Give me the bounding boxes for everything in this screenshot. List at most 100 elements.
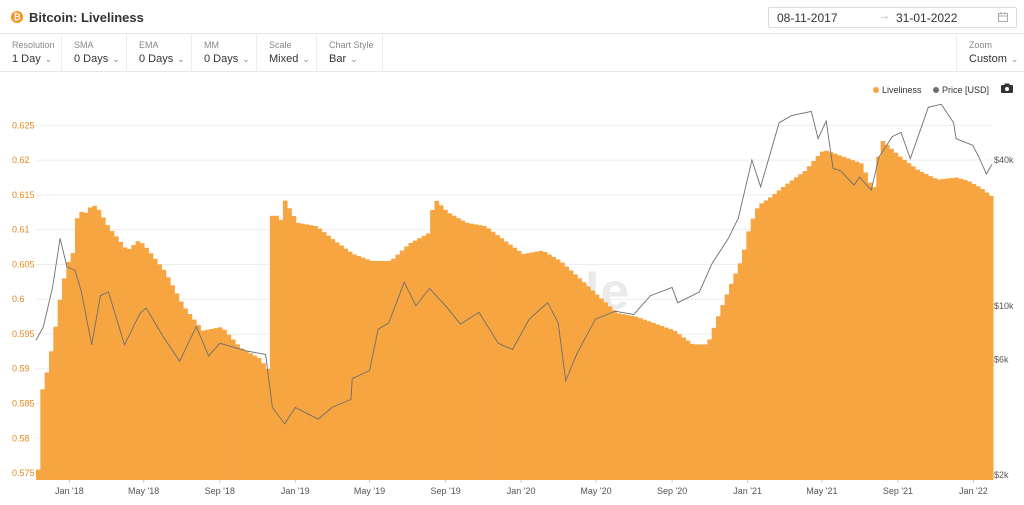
liveliness-bar [135, 241, 141, 480]
liveliness-bar [213, 328, 219, 480]
liveliness-bar [655, 324, 661, 480]
liveliness-bar [204, 329, 210, 480]
liveliness-bar [187, 314, 193, 480]
resolution-value: 1 Day [12, 53, 41, 65]
x-tick-label: Jan '22 [959, 486, 988, 496]
liveliness-bar [768, 197, 773, 480]
liveliness-bar [109, 230, 115, 480]
liveliness-bar [954, 177, 959, 480]
mm-select[interactable]: MM 0 Days ⌄ [192, 34, 257, 72]
liveliness-bar [707, 339, 712, 480]
liveliness-bar [560, 262, 565, 480]
liveliness-bar [564, 266, 570, 480]
date-to[interactable]: 31-01-2022 [896, 11, 958, 25]
liveliness-bar [625, 314, 630, 480]
liveliness-bar [473, 224, 479, 480]
sma-label: SMA [74, 40, 94, 50]
ema-select[interactable]: EMA 0 Days ⌄ [127, 34, 192, 72]
liveliness-bar [282, 200, 288, 480]
zoom-select[interactable]: Zoom Custom ⌄ [956, 34, 1024, 72]
liveliness-bar [477, 225, 483, 480]
liveliness-bar [789, 180, 795, 480]
liveliness-bar [646, 321, 652, 480]
liveliness-bar [690, 343, 695, 480]
liveliness-bar [897, 156, 903, 481]
liveliness-bar [152, 258, 158, 480]
liveliness-bar [603, 302, 609, 480]
liveliness-bar [971, 183, 977, 480]
liveliness-bar [200, 330, 206, 480]
liveliness-bar [529, 252, 535, 480]
liveliness-bar [785, 183, 790, 480]
liveliness-bar [430, 209, 435, 481]
liveliness-bar [252, 355, 258, 480]
liveliness-bar [157, 264, 162, 480]
scale-select[interactable]: Scale Mixed ⌄ [257, 34, 317, 72]
liveliness-bar [594, 294, 600, 480]
liveliness-bar [360, 257, 366, 480]
liveliness-bar [586, 286, 591, 480]
liveliness-bar [404, 246, 409, 480]
liveliness-bar [144, 247, 149, 480]
zoom-label: Zoom [969, 40, 993, 50]
liveliness-bar [819, 151, 825, 480]
liveliness-bar [356, 256, 362, 480]
y-tick-label-right: $10k [994, 301, 1014, 311]
resolution-select[interactable]: Resolution 1 Day ⌄ [0, 34, 62, 72]
liveliness-bar [672, 330, 678, 480]
liveliness-bar [421, 235, 427, 480]
liveliness-bar [434, 200, 440, 481]
legend-item-liveliness[interactable]: Liveliness [873, 85, 922, 95]
y-tick-label-left: 0.62 [12, 155, 30, 165]
liveliness-bar [599, 298, 604, 480]
liveliness-bar [74, 218, 80, 480]
date-from[interactable]: 08-11-2017 [777, 11, 838, 25]
camera-icon[interactable] [1001, 83, 1013, 93]
liveliness-bar [66, 261, 71, 480]
liveliness-bar [984, 192, 990, 480]
liveliness-bar [44, 372, 50, 480]
liveliness-bar [148, 253, 154, 480]
calendar-icon[interactable] [998, 12, 1008, 22]
liveliness-bar [382, 260, 388, 480]
chart-style-value: Bar [329, 53, 347, 65]
liveliness-bar [391, 258, 396, 480]
legend-item-price[interactable]: Price [USD] [933, 85, 989, 95]
liveliness-bar [889, 148, 894, 480]
liveliness-bar [191, 319, 197, 480]
sma-value: 0 Days [74, 53, 109, 65]
sma-select[interactable]: SMA 0 Days ⌄ [62, 34, 127, 72]
liveliness-bar [165, 277, 171, 480]
chevron-down-icon: ⌄ [302, 54, 310, 64]
liveliness-bar [464, 222, 470, 480]
x-tick-label: Sep '20 [657, 486, 687, 496]
liveliness-bar [975, 186, 981, 480]
liveliness-bar [196, 325, 201, 480]
liveliness-bar [317, 228, 323, 480]
liveliness-bar [811, 161, 816, 480]
chart-style-select[interactable]: Chart Style Bar ⌄ [317, 34, 383, 72]
liveliness-bar [884, 144, 890, 480]
chart-toolbar: Resolution 1 Day ⌄ SMA 0 Days ⌄ EMA 0 Days… [0, 34, 1024, 72]
liveliness-bar [352, 254, 357, 480]
arrow-right-icon: → [879, 10, 890, 22]
liveliness-bar [343, 248, 349, 480]
liveliness-bar [105, 225, 110, 480]
liveliness-bar [832, 153, 838, 480]
liveliness-bar [988, 195, 994, 480]
date-range-picker[interactable]: 08-11-2017 → 31-01-2022 [768, 7, 1017, 28]
liveliness-bar [521, 254, 526, 480]
liveliness-bar [685, 340, 691, 480]
liveliness-bar [755, 208, 760, 480]
liveliness-bar [174, 293, 180, 480]
liveliness-bar [781, 186, 786, 480]
liveliness-bar [746, 231, 751, 480]
liveliness-bar [469, 223, 474, 480]
liveliness-bar [867, 182, 873, 480]
liveliness-bar [92, 205, 97, 480]
liveliness-bar [170, 285, 175, 480]
x-tick-label: Sep '21 [883, 486, 913, 496]
liveliness-bar [261, 363, 266, 480]
liveliness-bar [980, 188, 985, 480]
y-tick-label-right: $6k [994, 354, 1009, 364]
